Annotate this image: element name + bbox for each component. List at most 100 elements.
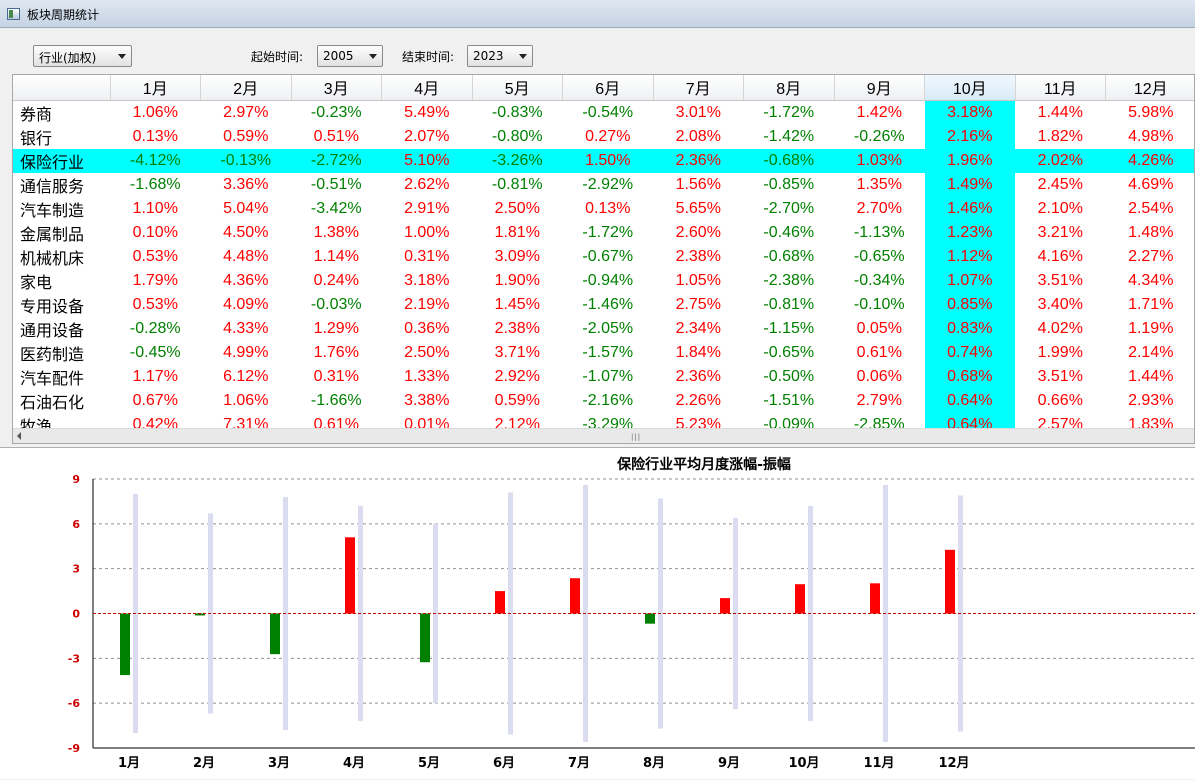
table-cell: 1.44% bbox=[1106, 365, 1195, 389]
table-row[interactable]: 保险行业-4.12%-0.13%-2.72%5.10%-3.26%1.50%2.… bbox=[13, 149, 1195, 173]
column-header[interactable]: 10月 bbox=[925, 75, 1016, 100]
table-cell: 6.12% bbox=[201, 365, 292, 389]
table-cell: 1.07% bbox=[925, 269, 1016, 293]
column-header[interactable]: 3月 bbox=[291, 75, 382, 100]
y-tick-label: -9 bbox=[68, 742, 80, 755]
table-cell: 2.92% bbox=[472, 365, 563, 389]
column-header[interactable]: 12月 bbox=[1106, 75, 1195, 100]
table-cell: 0.10% bbox=[110, 221, 201, 245]
end-year-select[interactable]: 2023 bbox=[467, 45, 533, 67]
table-cell: 1.50% bbox=[563, 149, 654, 173]
change-bar bbox=[270, 614, 280, 655]
category-select[interactable]: 行业(加权) bbox=[33, 45, 132, 67]
table-cell: 0.59% bbox=[201, 125, 292, 149]
table-cell: 1.46% bbox=[925, 197, 1016, 221]
table-row[interactable]: 通信服务-1.68%3.36%-0.51%2.62%-0.81%-2.92%1.… bbox=[13, 173, 1195, 197]
table-cell: -2.05% bbox=[563, 317, 654, 341]
table-cell: 1.84% bbox=[653, 341, 744, 365]
table-cell: 2.54% bbox=[1106, 197, 1195, 221]
scroll-left-arrow-icon[interactable] bbox=[17, 432, 21, 440]
column-header[interactable]: 6月 bbox=[563, 75, 654, 100]
x-tick-label: 2月 bbox=[193, 756, 215, 771]
table-cell: -4.12% bbox=[110, 149, 201, 173]
table-cell: 2.91% bbox=[382, 197, 473, 221]
x-tick-label: 10月 bbox=[788, 756, 819, 771]
table-cell: -0.26% bbox=[834, 125, 925, 149]
table-cell: 2.10% bbox=[1015, 197, 1106, 221]
table-cell: 1.05% bbox=[653, 269, 744, 293]
table-cell: 0.64% bbox=[925, 389, 1016, 413]
column-header[interactable]: 7月 bbox=[653, 75, 744, 100]
table-cell: -0.34% bbox=[834, 269, 925, 293]
chevron-down-icon bbox=[118, 54, 126, 59]
table-cell: 3.40% bbox=[1015, 293, 1106, 317]
table-cell: -1.46% bbox=[563, 293, 654, 317]
table-cell: 3.09% bbox=[472, 245, 563, 269]
table-cell: -0.65% bbox=[834, 245, 925, 269]
x-tick-label: 4月 bbox=[343, 756, 365, 771]
table-cell: 0.83% bbox=[925, 317, 1016, 341]
table-cell: 4.09% bbox=[201, 293, 292, 317]
table-cell: 4.36% bbox=[201, 269, 292, 293]
scrollbar-grip-icon[interactable]: ||| bbox=[631, 433, 641, 441]
table-cell: 1.38% bbox=[291, 221, 382, 245]
table-cell: 0.68% bbox=[925, 365, 1016, 389]
table-row[interactable]: 医药制造-0.45%4.99%1.76%2.50%3.71%-1.57%1.84… bbox=[13, 341, 1195, 365]
table-cell: 1.12% bbox=[925, 245, 1016, 269]
table-cell: 0.59% bbox=[472, 389, 563, 413]
table-cell: 1.96% bbox=[925, 149, 1016, 173]
column-header[interactable]: 9月 bbox=[834, 75, 925, 100]
table-cell: 1.71% bbox=[1106, 293, 1195, 317]
table-cell: 2.93% bbox=[1106, 389, 1195, 413]
column-header[interactable]: 2月 bbox=[201, 75, 292, 100]
table-cell: 0.53% bbox=[110, 293, 201, 317]
horizontal-scrollbar[interactable]: ||| bbox=[13, 428, 1194, 443]
x-tick-label: 6月 bbox=[493, 756, 515, 771]
change-bar bbox=[495, 591, 505, 613]
table-cell: 3.36% bbox=[201, 173, 292, 197]
table-cell: -1.72% bbox=[563, 221, 654, 245]
table-cell: -2.38% bbox=[744, 269, 835, 293]
table-cell: 0.05% bbox=[834, 317, 925, 341]
table-cell: 4.69% bbox=[1106, 173, 1195, 197]
row-sector-name: 石油石化 bbox=[13, 389, 110, 413]
column-header[interactable]: 8月 bbox=[744, 75, 835, 100]
start-year-select[interactable]: 2005 bbox=[317, 45, 383, 67]
table-cell: 2.70% bbox=[834, 197, 925, 221]
table-cell: 4.48% bbox=[201, 245, 292, 269]
table-cell: 5.98% bbox=[1106, 100, 1195, 125]
change-bar bbox=[345, 537, 355, 613]
table-cell: -1.72% bbox=[744, 100, 835, 125]
table-cell: 3.01% bbox=[653, 100, 744, 125]
table-cell: 4.99% bbox=[201, 341, 292, 365]
table-cell: 1.48% bbox=[1106, 221, 1195, 245]
table-cell: 2.62% bbox=[382, 173, 473, 197]
table-cell: 2.38% bbox=[472, 317, 563, 341]
table-cell: 1.03% bbox=[834, 149, 925, 173]
table-cell: -0.81% bbox=[472, 173, 563, 197]
table-cell: 2.08% bbox=[653, 125, 744, 149]
x-tick-label: 8月 bbox=[643, 756, 665, 771]
column-header[interactable]: 1月 bbox=[110, 75, 201, 100]
table-cell: 2.07% bbox=[382, 125, 473, 149]
table-cell: -1.68% bbox=[110, 173, 201, 197]
column-header[interactable]: 11月 bbox=[1015, 75, 1106, 100]
table-row[interactable]: 通用设备-0.28%4.33%1.29%0.36%2.38%-2.05%2.34… bbox=[13, 317, 1195, 341]
table-cell: 4.50% bbox=[201, 221, 292, 245]
table-cell: 3.51% bbox=[1015, 269, 1106, 293]
column-header[interactable]: 5月 bbox=[472, 75, 563, 100]
column-header[interactable]: 4月 bbox=[382, 75, 473, 100]
table-cell: 0.67% bbox=[110, 389, 201, 413]
table-cell: 3.71% bbox=[472, 341, 563, 365]
